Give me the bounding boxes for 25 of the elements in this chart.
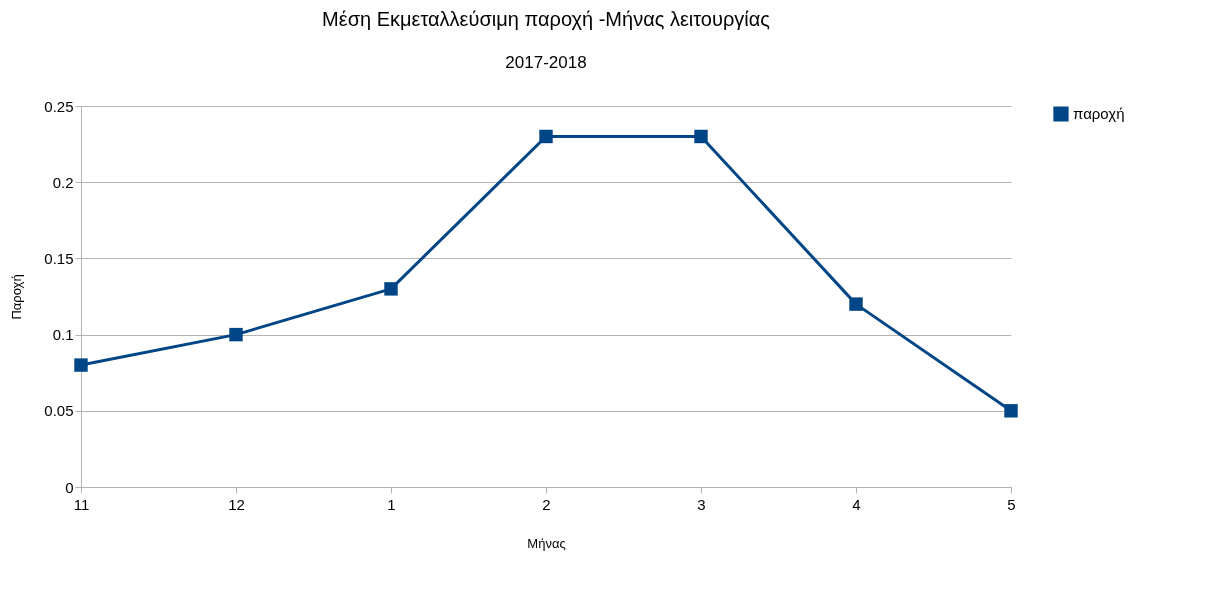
point (384, 282, 398, 296)
point (1004, 404, 1018, 418)
x-tick-label: 5 (1007, 495, 1016, 513)
y-tick-label: 0.25 (44, 97, 74, 115)
chart-title: Μέση Εκμεταλλεύσιμη παροχή -Μήνας λειτουργίας (322, 8, 771, 30)
x-tick-label: 2 (542, 495, 551, 513)
chart-subtitle: 2017-2018 (505, 53, 587, 72)
y-axis-title: Παροχή (9, 274, 25, 320)
x-tick-label: 12 (228, 495, 245, 513)
point (539, 129, 553, 144)
x-axis-title: Μήνας (527, 535, 566, 551)
x-tick-label: 1 (387, 495, 396, 513)
x-tick-label: 11 (73, 495, 90, 513)
x-tick-label: 4 (852, 495, 861, 513)
y-tick-label: 0.2 (52, 173, 74, 191)
legend-label: παροχή (1073, 105, 1125, 122)
point (229, 327, 243, 342)
y-tick-label: 0.1 (52, 326, 74, 344)
point (849, 297, 863, 311)
y-tick-label: 0.15 (44, 249, 74, 267)
point (74, 358, 88, 372)
point (694, 129, 708, 144)
y-tick-label: 0 (65, 478, 74, 496)
x-tick-label: 3 (697, 495, 706, 513)
y-tick-label: 0.05 (44, 402, 74, 420)
